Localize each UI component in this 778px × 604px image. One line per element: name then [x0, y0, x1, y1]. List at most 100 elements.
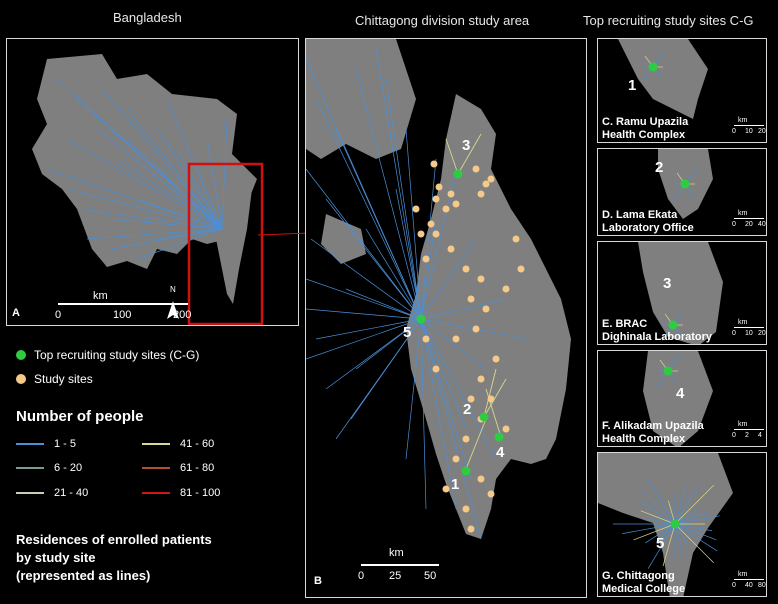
study-site-marker — [427, 220, 435, 228]
site-number-4: 4 — [496, 444, 505, 461]
legend-range-3: 21 - 40 — [16, 487, 88, 499]
inset-panel-f: 4 F. Alikadam Upazila Health Complex km 0 2 4 — [597, 350, 767, 447]
legend-footer-line2: by study site — [16, 550, 96, 565]
residence-line — [196, 168, 223, 230]
inset-scale-tick: 0 — [732, 330, 736, 337]
residence-line — [420, 238, 477, 320]
legend-heading: Number of people — [16, 408, 144, 425]
scale-a-unit: km — [93, 290, 108, 302]
legend-study-sites: Study sites — [16, 372, 93, 386]
inset-scale-tick: 0 — [732, 221, 736, 228]
inset-scale-tick: 10 — [745, 330, 753, 337]
inset-caption-line1: D. Lama Ekata — [602, 209, 678, 221]
inset-caption-line2: Laboratory Office — [602, 222, 694, 234]
west-landmass — [306, 39, 416, 159]
legend-range-swatch — [142, 443, 170, 445]
residence-line — [420, 318, 497, 460]
study-site-marker — [502, 285, 510, 293]
top-site-marker — [416, 314, 426, 324]
study-site-marker — [477, 475, 485, 483]
legend-study-sites-label: Study sites — [34, 372, 93, 386]
panel-b-chittagong-map: 3 5 2 4 1 km 0 25 50 B — [305, 38, 587, 598]
inset-residence-line — [638, 500, 676, 525]
residence-line — [81, 208, 223, 230]
study-site-marker — [442, 485, 450, 493]
inset-residence-line — [674, 515, 720, 525]
inset-panel-d: 2 D. Lama Ekata Laboratory Office km 0 20 40 — [597, 148, 767, 236]
study-site-marker — [487, 395, 495, 403]
inset-panel-c: 1 C. Ramu Upazila Health Complex km 0 10 20 — [597, 38, 767, 143]
inset-scale-unit: km — [738, 117, 748, 124]
legend-range-label: 1 - 5 — [54, 438, 77, 450]
study-site-marker — [412, 205, 420, 213]
residence-line — [315, 98, 422, 320]
legend-range-label: 41 - 60 — [180, 438, 215, 450]
inset-scale-tick: 0 — [732, 128, 736, 135]
scale-b-unit: km — [389, 547, 404, 559]
inset-residence-line — [674, 523, 718, 552]
residence-line — [457, 133, 482, 175]
legend-footer-line1: Residences of enrolled patients — [16, 532, 212, 547]
residence-line — [176, 148, 223, 230]
residence-line — [420, 318, 482, 540]
site-number-3: 3 — [462, 137, 471, 154]
study-site-marker — [492, 355, 500, 363]
island-landmass — [321, 214, 366, 264]
scale-a-tick-0: 0 — [55, 309, 62, 321]
residence-line — [345, 288, 422, 320]
residence-line — [395, 188, 422, 320]
inset-map-svg — [598, 453, 733, 596]
study-site-marker — [435, 183, 443, 191]
study-site-marker — [452, 455, 460, 463]
north-arrow-icon — [167, 301, 179, 319]
study-site-marker — [422, 335, 430, 343]
site-number-2: 2 — [463, 401, 472, 418]
residence-line — [420, 318, 487, 370]
inset-residence-line — [674, 523, 714, 564]
inset-landmass — [598, 453, 733, 596]
inset-site-number: 2 — [655, 159, 664, 176]
inset-residence-line — [674, 508, 699, 525]
inset-site-number: 4 — [676, 385, 685, 402]
study-area-highlight-box — [187, 162, 264, 325]
inset-top-site-marker — [668, 320, 678, 330]
residence-line — [310, 238, 422, 320]
legend-range-4: 41 - 60 — [142, 438, 214, 450]
study-site-marker — [432, 365, 440, 373]
inset-map-svg — [638, 242, 723, 344]
residence-line — [66, 138, 223, 230]
residence-line — [106, 218, 223, 230]
scale-b-tick-25: 25 — [389, 570, 402, 582]
panel-a-bangladesh-map: N km 0 100 200 A — [6, 38, 299, 326]
top-site-legend-icon — [16, 350, 26, 360]
scale-b-bar — [361, 564, 439, 566]
residence-line — [350, 318, 422, 420]
panel-a-label: A — [12, 307, 20, 319]
study-site-marker — [467, 295, 475, 303]
residence-line — [325, 318, 422, 390]
legend-range-swatch — [16, 467, 44, 469]
study-site-marker — [452, 335, 460, 343]
inset-residence-line — [640, 510, 676, 525]
scale-b-tick-0: 0 — [358, 570, 365, 582]
inset-scale-unit: km — [738, 571, 748, 578]
residence-line — [126, 108, 223, 230]
inset-residence-line — [641, 489, 676, 525]
study-site-marker — [472, 325, 480, 333]
study-site-marker — [502, 425, 510, 433]
legend-range-6: 81 - 100 — [142, 487, 220, 499]
residence-line — [385, 78, 422, 320]
legend-range-swatch — [16, 443, 44, 445]
residence-line — [375, 48, 422, 320]
inset-landmass — [638, 242, 723, 344]
inset-top-site-marker — [648, 62, 658, 72]
residence-line — [46, 168, 223, 230]
residence-line — [483, 378, 507, 418]
inset-scale-bar — [734, 125, 764, 126]
legend-range-label: 6 - 20 — [54, 462, 83, 474]
residence-line — [420, 318, 457, 510]
inset-residence-line — [674, 510, 710, 525]
inset-residence-line — [674, 523, 717, 541]
study-site-marker — [432, 230, 440, 238]
inset-residence-line — [674, 523, 684, 554]
